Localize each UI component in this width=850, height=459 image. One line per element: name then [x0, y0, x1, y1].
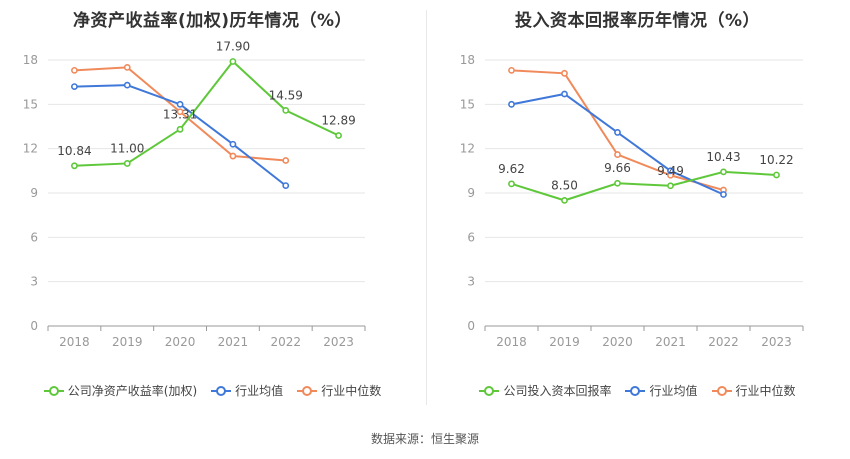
data-point-company	[720, 168, 727, 176]
y-tick-label: 3	[467, 275, 475, 289]
data-point-median	[123, 63, 131, 71]
data-label: 10.84	[57, 144, 91, 158]
data-point-median	[229, 152, 237, 160]
data-point-avg	[123, 81, 131, 89]
data-label: 10.22	[759, 153, 793, 167]
y-tick-label: 9	[30, 186, 38, 200]
data-point-company	[335, 132, 342, 139]
legend-line-icon	[479, 385, 500, 397]
data-point-company	[667, 182, 674, 190]
data-point-avg	[667, 167, 674, 175]
data-point-company	[773, 171, 780, 179]
data-point-company	[71, 162, 78, 170]
series-line-company	[74, 60, 340, 167]
legend-label: 行业中位数	[321, 384, 382, 398]
x-tick-label: 2018	[496, 335, 527, 349]
data-label: 9.62	[498, 162, 525, 176]
legend-item-median[interactable]: 行业中位数	[297, 382, 381, 399]
legend-item-avg[interactable]: 行业均值	[211, 382, 283, 399]
data-point-avg	[720, 191, 727, 198]
data-point-median	[71, 66, 78, 74]
legend-line-icon	[297, 385, 318, 397]
chart-legend: 公司投入资本回报率 行业均值 行业中位数	[425, 382, 850, 399]
y-tick-label: 18	[460, 53, 475, 67]
data-point-avg	[614, 129, 621, 136]
y-tick-label: 0	[30, 319, 38, 333]
data-label: 8.50	[551, 178, 578, 192]
legend-label: 行业中位数	[735, 384, 796, 398]
series-line-avg	[74, 84, 287, 187]
data-label: 10.43	[706, 150, 740, 164]
roic-line-chart: 0 3 6 9 12 15 18 2018 2019 2020 2021 2022 2023 9.62 8.…	[460, 53, 804, 349]
legend-line-icon	[625, 385, 646, 397]
data-point-company	[561, 196, 568, 204]
y-tick-label: 0	[467, 319, 475, 333]
data-point-avg	[176, 100, 184, 108]
data-point-median	[282, 157, 290, 164]
data-point-median	[614, 151, 621, 158]
legend-label: 行业均值	[649, 384, 698, 398]
legend-label: 公司投入资本回报率	[503, 384, 612, 398]
data-label: 13.31	[163, 107, 197, 121]
data-label: 12.89	[321, 114, 355, 128]
x-tick-label: 2022	[708, 335, 739, 349]
data-label: 17.90	[216, 39, 250, 53]
y-tick-label: 6	[30, 230, 38, 244]
data-point-median	[176, 108, 184, 116]
series-line-company	[511, 170, 777, 202]
data-point-avg	[229, 140, 237, 148]
data-point-avg	[282, 182, 290, 190]
data-point-avg	[71, 83, 78, 90]
data-point-avg	[508, 100, 515, 108]
y-tick-label: 12	[23, 142, 38, 156]
data-label: 9.66	[604, 161, 631, 175]
data-point-company	[123, 160, 131, 167]
x-tick-label: 2020	[602, 335, 633, 349]
legend-line-icon	[43, 385, 64, 397]
legend-item-median[interactable]: 行业中位数	[711, 382, 796, 399]
y-tick-label: 12	[460, 142, 475, 156]
legend-label: 公司净资产收益率(加权)	[67, 384, 198, 398]
legend-line-icon	[711, 385, 732, 397]
data-label: 9.49	[657, 164, 684, 178]
chart-title: 净资产收益率(加权)历年情况（%）	[72, 11, 353, 31]
data-point-company	[229, 58, 237, 65]
chart-legend: 公司净资产收益率(加权) 行业均值 行业中位数	[0, 382, 425, 399]
data-point-median	[561, 69, 568, 77]
roic-chart-panel: 投入资本回报率历年情况（%） 0 3 6 9 12 15 18 2018 2019 2020 202…	[425, 0, 850, 410]
data-point-company	[508, 180, 515, 188]
legend-line-icon	[211, 385, 232, 397]
y-tick-label: 9	[467, 186, 475, 200]
y-tick-label: 15	[23, 97, 38, 111]
roe-chart-panel: 净资产收益率(加权)历年情况（%） 0 3 6 9 12 15 18 2018 2019 2020…	[0, 0, 425, 410]
chart-title: 投入资本回报率历年情况（%）	[514, 11, 761, 31]
panel-divider	[426, 10, 427, 405]
y-tick-label: 15	[460, 97, 475, 111]
y-tick-label: 6	[467, 230, 475, 244]
legend-item-company[interactable]: 公司投入资本回报率	[479, 382, 611, 399]
data-point-company	[614, 179, 621, 187]
legend-item-avg[interactable]: 行业均值	[625, 382, 698, 399]
data-label: 14.59	[269, 88, 303, 102]
y-tick-label: 18	[23, 53, 38, 67]
x-tick-label: 2023	[761, 335, 792, 349]
x-tick-label: 2019	[112, 335, 143, 349]
x-tick-label: 2019	[549, 335, 580, 349]
x-tick-label: 2018	[59, 335, 90, 349]
x-tick-label: 2023	[323, 335, 354, 349]
data-point-avg	[561, 90, 568, 98]
x-tick-label: 2022	[270, 335, 301, 349]
legend-item-company[interactable]: 公司净资产收益率(加权)	[43, 382, 198, 399]
roe-line-chart: 0 3 6 9 12 15 18 2018 2019 2020 2021 2022 2023 10.84 1…	[23, 39, 366, 349]
data-point-median	[508, 66, 515, 74]
data-source-note: 数据来源：恒生聚源	[370, 432, 479, 446]
data-point-company	[282, 106, 290, 114]
y-tick-label: 3	[30, 275, 38, 289]
x-tick-label: 2021	[218, 335, 249, 349]
data-label: 11.00	[110, 141, 144, 155]
data-point-company	[176, 125, 184, 133]
legend-label: 行业均值	[235, 384, 284, 398]
x-tick-label: 2020	[165, 335, 196, 349]
x-tick-label: 2021	[655, 335, 686, 349]
